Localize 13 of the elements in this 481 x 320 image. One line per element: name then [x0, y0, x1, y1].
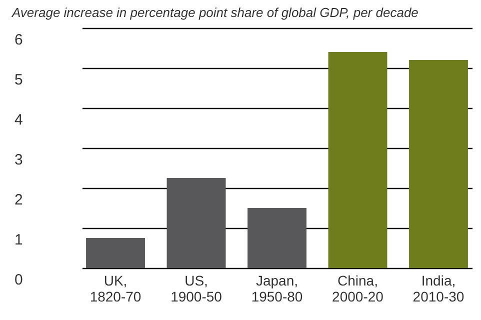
y-tick-label: 5 — [14, 72, 23, 88]
x-tick-label: UK, 1820-70 — [90, 272, 142, 304]
chart-title: Average increase in percentage point share of global GDP, per decade — [11, 5, 418, 20]
y-tick-label: 2 — [14, 192, 23, 208]
y-tick-label: 6 — [14, 32, 23, 48]
y-tick-label: 0 — [14, 272, 23, 288]
y-tick-label: 3 — [14, 152, 23, 168]
x-tick-label: China, 2000-20 — [332, 272, 384, 304]
y-tick-label: 4 — [14, 112, 23, 128]
x-tick-label: US, 1900-50 — [170, 272, 222, 304]
x-tick-label: Japan, 1950-80 — [251, 272, 303, 304]
x-tick-label: India, 2010-30 — [412, 272, 464, 304]
y-tick-label: 1 — [14, 232, 23, 248]
